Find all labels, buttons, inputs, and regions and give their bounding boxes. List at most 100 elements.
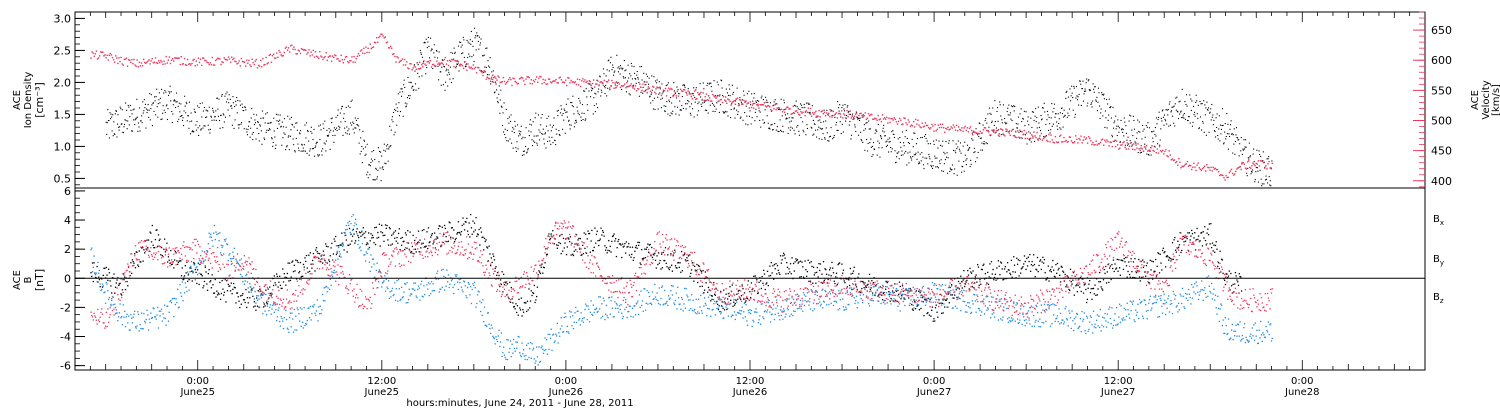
data-point: [394, 55, 396, 58]
data-point: [611, 69, 613, 71]
data-point: [1257, 181, 1260, 183]
data-point: [1094, 143, 1096, 146]
data-point: [144, 322, 147, 324]
data-point: [840, 133, 842, 135]
data-point: [707, 286, 710, 289]
data-point: [591, 82, 594, 85]
data-point: [905, 289, 908, 291]
data-point: [502, 291, 504, 293]
data-point: [1256, 149, 1258, 151]
data-point: [279, 119, 281, 121]
data-point: [492, 74, 494, 76]
data-point: [1176, 96, 1178, 98]
data-point: [623, 77, 625, 79]
data-point: [478, 67, 480, 69]
data-point: [333, 141, 335, 143]
data-point: [461, 224, 463, 227]
data-point: [1167, 108, 1169, 111]
data-point: [403, 240, 405, 242]
data-point: [406, 247, 408, 249]
data-point: [166, 104, 168, 106]
data-point: [1099, 141, 1102, 144]
data-point: [883, 291, 885, 294]
data-point: [1128, 145, 1131, 147]
data-point: [638, 81, 640, 83]
data-point: [617, 71, 620, 73]
top-right-tick-label: 400: [1431, 175, 1452, 188]
data-point: [377, 169, 379, 171]
data-point: [1139, 152, 1141, 154]
data-point: [406, 103, 408, 105]
data-point: [287, 47, 290, 49]
data-point: [1027, 116, 1029, 118]
data-point: [172, 113, 174, 115]
data-point: [1104, 126, 1106, 129]
data-point: [1104, 272, 1106, 275]
data-point: [531, 139, 533, 141]
data-point: [790, 273, 792, 275]
data-point: [842, 117, 844, 119]
data-point: [794, 110, 797, 112]
data-point: [218, 293, 220, 295]
data-point: [1110, 278, 1112, 281]
data-point: [920, 160, 922, 162]
data-point: [447, 69, 449, 71]
data-point: [730, 104, 732, 106]
data-point: [124, 288, 127, 291]
data-point: [1213, 130, 1216, 132]
top-left-tick-label: 1.0: [54, 140, 72, 153]
data-point: [257, 64, 260, 67]
data-point: [1248, 142, 1250, 144]
data-point: [1002, 129, 1004, 131]
data-point: [121, 289, 124, 291]
data-point: [641, 89, 643, 92]
data-point: [1111, 145, 1113, 148]
data-point: [341, 242, 344, 244]
data-point: [1261, 185, 1263, 187]
data-point: [1269, 167, 1271, 169]
data-point: [361, 145, 363, 148]
data-point: [387, 160, 389, 162]
data-point: [575, 119, 577, 121]
data-point: [819, 269, 821, 272]
data-point: [132, 62, 134, 65]
data-point: [352, 61, 354, 63]
data-point: [250, 127, 252, 129]
data-point: [905, 150, 907, 153]
data-point: [1138, 130, 1140, 132]
data-point: [879, 156, 881, 158]
data-point: [1223, 176, 1225, 179]
data-point: [221, 61, 223, 63]
data-point: [914, 132, 916, 134]
data-point: [973, 282, 976, 284]
data-point: [627, 245, 629, 248]
data-point: [901, 150, 903, 152]
data-point: [928, 156, 930, 158]
data-point: [843, 110, 846, 112]
data-point: [542, 272, 544, 274]
data-point: [985, 129, 988, 132]
data-point: [976, 157, 978, 159]
data-point: [1123, 141, 1125, 143]
data-point: [965, 129, 967, 132]
data-point: [219, 281, 221, 284]
data-point: [681, 270, 684, 272]
data-point: [98, 276, 100, 278]
data-point: [556, 133, 558, 135]
data-point: [273, 117, 275, 119]
data-point: [1070, 140, 1073, 142]
data-point: [1106, 271, 1108, 273]
data-point: [594, 92, 596, 94]
data-point: [543, 266, 545, 269]
data-point: [199, 58, 202, 60]
data-point: [756, 100, 759, 102]
data-point: [624, 83, 626, 85]
data-point: [870, 146, 872, 148]
data-point: [714, 96, 716, 98]
data-point: [988, 131, 990, 133]
data-point: [395, 240, 397, 242]
data-point: [1149, 259, 1151, 262]
data-point: [547, 78, 550, 80]
data-point: [805, 110, 807, 112]
data-point: [402, 91, 404, 93]
